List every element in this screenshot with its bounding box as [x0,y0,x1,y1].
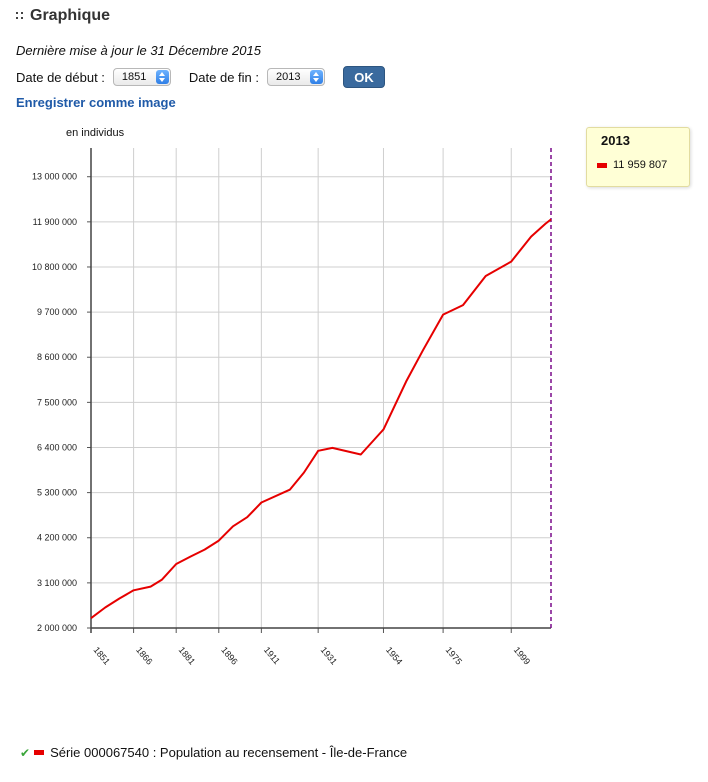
y-tick-label: 8 600 000 [37,352,77,362]
end-date-label: Date de fin : [188,69,260,85]
y-tick-label: 3 100 000 [37,578,77,588]
line-chart: 2 000 000 3 100 000 4 200 000 5 300 000 6 40… [32,127,552,667]
date-range-controls: Date de début : 1851 Date de fin : 2013 … [16,66,386,88]
tooltip-value: 11 959 807 [613,159,668,171]
save-as-image-link[interactable]: Enregistrer comme image [16,95,176,110]
x-tick-label: 1931 [319,645,340,667]
x-tick-label: 1866 [134,645,155,667]
series-line [90,218,552,619]
tooltip-row: 11 959 807 [597,159,667,171]
tooltip-series-swatch [597,162,607,168]
page-title: Graphique [30,7,111,24]
start-date-select[interactable]: 1851 [112,68,171,86]
y-tick-label: 7 500 000 [37,397,77,407]
legend-series-label: Série 000067540 : Population au recensem… [50,745,408,760]
end-date-select[interactable]: 2013 [267,68,326,86]
start-date-value: 1851 [121,71,147,83]
x-tick-label: 1896 [219,645,240,667]
y-tick-label: 11 900 000 [33,217,77,227]
y-axis-unit-label: en individus [66,127,125,139]
x-tick-label: 1954 [384,645,405,667]
x-tick-label: 1881 [177,645,198,667]
x-tick-label: 1851 [91,645,112,667]
series-legend: ✔ Série 000067540 : Population au recens… [20,745,407,760]
select-arrows-icon [310,70,324,84]
x-tick-label: 1999 [512,645,533,667]
y-tick-label: 9 700 000 [37,307,77,317]
y-tick-label: 6 400 000 [37,442,77,452]
y-tick-label: 13 000 000 [32,172,77,182]
drag-handle-icon[interactable] [16,11,24,21]
y-tick-label: 5 300 000 [37,488,77,498]
ok-button[interactable]: OK [343,66,386,88]
x-tick-label: 1911 [262,645,282,666]
checkmark-icon[interactable]: ✔ [20,745,31,760]
y-tick-label: 2 000 000 [37,623,77,633]
y-tick-label: 4 200 000 [37,533,77,543]
value-tooltip: 2013 11 959 807 [586,127,690,187]
tooltip-year: 2013 [601,133,630,148]
last-update-text: Dernière mise à jour le 31 Décembre 2015 [16,43,261,58]
end-date-value: 2013 [276,71,301,83]
start-date-label: Date de début : [16,69,105,85]
y-tick-label: 10 800 000 [32,262,77,272]
legend-series-swatch [34,750,45,755]
x-tick-label: 1975 [444,645,465,667]
chart-header: Graphique [16,5,110,27]
select-arrows-icon [155,70,169,84]
